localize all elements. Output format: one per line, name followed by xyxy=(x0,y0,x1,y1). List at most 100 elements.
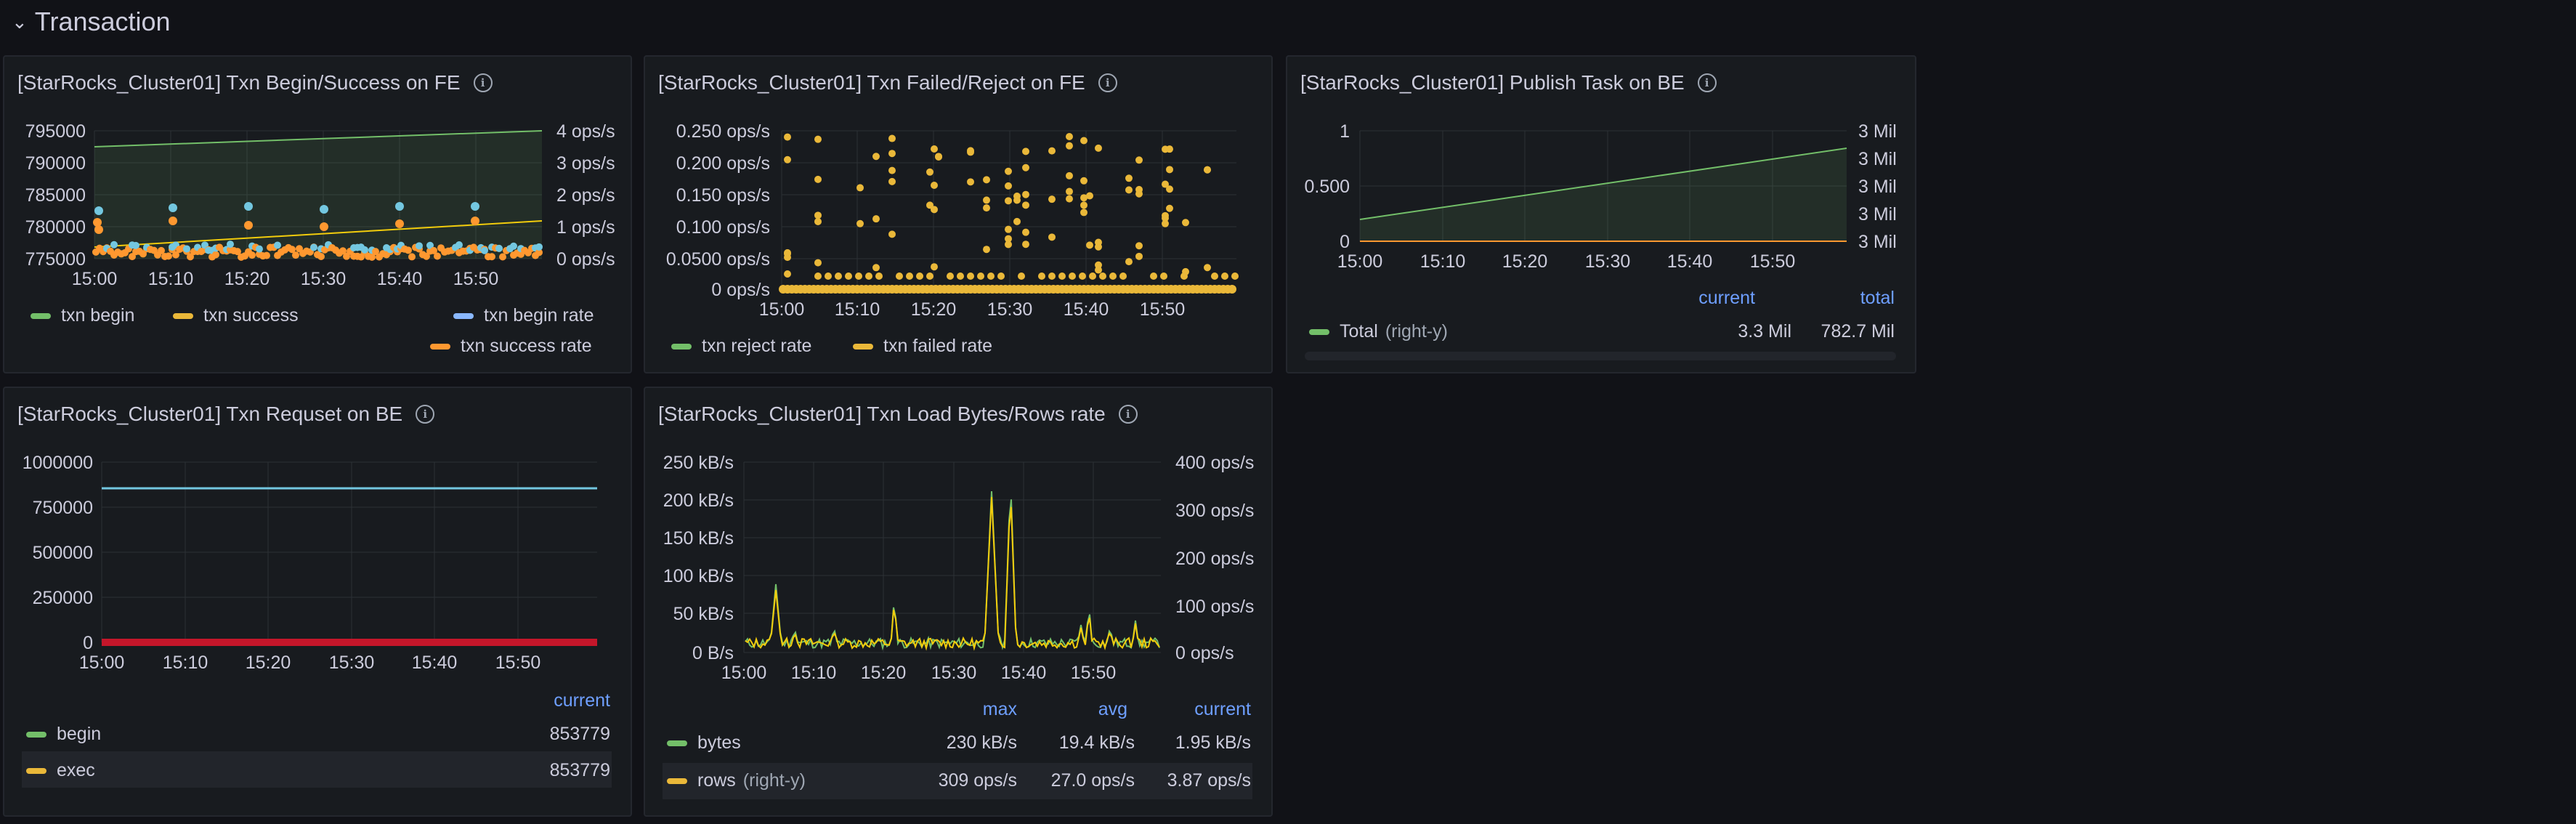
txn-failed-rate-point xyxy=(1125,186,1133,194)
txn-success-rate-point xyxy=(408,253,416,261)
txn-failed-rate-point xyxy=(967,178,974,186)
swatch xyxy=(26,767,46,774)
txn-failed-rate-point xyxy=(888,134,896,142)
info-icon[interactable]: i xyxy=(1697,73,1717,92)
txn-failed-rate-point xyxy=(931,263,938,271)
txn-begin-rate-point xyxy=(361,246,368,254)
column-header-current[interactable]: current xyxy=(1698,288,1755,308)
legend-bytes[interactable]: bytes xyxy=(667,732,741,754)
txn-begin-rate-point xyxy=(320,205,328,214)
y-tick: 0.0500 ops/s xyxy=(666,249,770,270)
txn-failed-rate-point xyxy=(987,272,995,280)
txn-failed-rate-point xyxy=(784,270,791,278)
txn-begin-rate-point xyxy=(227,241,234,249)
column-header-avg[interactable]: avg xyxy=(1098,699,1127,719)
txn-begin-rate-point xyxy=(481,246,488,254)
legend-row-bg xyxy=(663,763,1252,799)
panel-txn-load-bytes-rows[interactable]: [StarRocks_Cluster01] Txn Load Bytes/Row… xyxy=(644,387,1273,817)
panel-title[interactable]: [StarRocks_Cluster01] Txn Begin/Success … xyxy=(17,70,493,96)
chart-txn-begin-success: 795000 790000 785000 780000 775000 4 ops… xyxy=(25,121,615,289)
scrollbar-track[interactable] xyxy=(1305,352,1896,360)
txn-failed-rate-point xyxy=(1022,190,1029,198)
panel-title-text: [StarRocks_Cluster01] Txn Load Bytes/Row… xyxy=(658,403,1106,425)
legend-label: txn failed rate xyxy=(883,336,993,356)
info-icon[interactable]: i xyxy=(1118,405,1138,424)
txn-failed-rate-point xyxy=(872,153,880,161)
y-tick: 780000 xyxy=(25,217,86,238)
txn-failed-rate-point xyxy=(1048,147,1056,155)
txn-failed-rate-point xyxy=(1005,197,1012,205)
txn-failed-rate-point xyxy=(1135,252,1143,260)
txn-success-rate-point xyxy=(339,247,347,255)
txn-failed-rate-point xyxy=(1162,219,1169,227)
column-header-max[interactable]: max xyxy=(982,699,1017,719)
txn-success-rate-point xyxy=(471,217,479,225)
panel-txn-request[interactable]: [StarRocks_Cluster01] Txn Requset on BE … xyxy=(3,387,632,817)
txn-failed-rate-point xyxy=(1089,272,1096,280)
legend-txn-success-rate[interactable]: txn success rate xyxy=(430,336,592,357)
panel-txn-failed-reject[interactable]: [StarRocks_Cluster01] Txn Failed/Reject … xyxy=(644,55,1273,373)
panel-title[interactable]: [StarRocks_Cluster01] Txn Load Bytes/Row… xyxy=(658,401,1138,427)
x-tick: 15:20 xyxy=(861,663,907,683)
panel-publish-task[interactable]: [StarRocks_Cluster01] Publish Task on BE… xyxy=(1286,55,1916,373)
legend-label: txn begin rate xyxy=(484,305,594,326)
info-icon[interactable]: i xyxy=(473,73,493,92)
info-icon[interactable]: i xyxy=(1098,73,1117,92)
txn-failed-rate-point xyxy=(888,230,896,238)
legend-begin[interactable]: begin xyxy=(26,724,101,745)
x-tick: 15:10 xyxy=(163,653,208,673)
y-right-tick: 3 Mil xyxy=(1858,121,1897,142)
txn-begin-rate-point xyxy=(244,202,253,211)
legend-label: txn reject rate xyxy=(702,336,812,356)
txn-begin-rate-point xyxy=(274,241,281,249)
txn-success-rate-point xyxy=(94,225,103,234)
txn-success-rate-point xyxy=(93,218,102,227)
chart-publish-task: 1 0.500 0 3 Mil 3 Mil 3 Mil 3 Mil 3 Mil … xyxy=(1304,121,1897,272)
legend-txn-begin[interactable]: txn begin xyxy=(31,305,134,326)
x-tick: 15:20 xyxy=(1502,251,1548,272)
x-tick: 15:30 xyxy=(329,653,375,673)
legend-txn-success[interactable]: txn success xyxy=(173,305,299,326)
txn-failed-rate-point xyxy=(835,272,842,280)
y-tick: 250000 xyxy=(33,588,93,608)
y-right-tick: 3 Mil xyxy=(1858,232,1897,252)
txn-failed-rate-point xyxy=(935,153,942,161)
legend-txn-failed-rate[interactable]: txn failed rate xyxy=(853,336,992,357)
txn-failed-rate-point xyxy=(931,182,938,190)
txn-begin-rate-point xyxy=(310,243,317,251)
legend-txn-begin-rate[interactable]: txn begin rate xyxy=(453,305,594,326)
value-current: 3.87 ops/s xyxy=(1167,770,1251,791)
txn-begin-rate-point xyxy=(94,206,103,215)
txn-failed-rate-point xyxy=(814,211,822,219)
legend-rows[interactable]: rows (right-y) xyxy=(667,770,806,791)
txn-failed-rate-point xyxy=(1095,243,1102,251)
column-header-current[interactable]: current xyxy=(554,690,610,711)
txn-begin-rate-point xyxy=(471,202,479,211)
panel-txn-begin-success[interactable]: [StarRocks_Cluster01] Txn Begin/Success … xyxy=(3,55,632,373)
panel-title[interactable]: [StarRocks_Cluster01] Txn Requset on BE … xyxy=(17,401,435,427)
txn-failed-rate-point xyxy=(957,272,964,280)
column-header-total[interactable]: total xyxy=(1860,288,1895,308)
txn-success-rate-point xyxy=(430,246,437,254)
legend-txn-reject-rate[interactable]: txn reject rate xyxy=(671,336,811,357)
value-current: 3.3 Mil xyxy=(1738,321,1791,342)
panel-title[interactable]: [StarRocks_Cluster01] Publish Task on BE… xyxy=(1300,70,1717,96)
chart-txn-load-bytes-rows: 250 kB/s 200 kB/s 150 kB/s 100 kB/s 50 k… xyxy=(663,453,1255,683)
txn-failed-rate-point xyxy=(1022,163,1029,171)
section-row-header[interactable]: ⌄ Transaction xyxy=(12,4,171,39)
txn-failed-rate-point xyxy=(1022,241,1029,249)
legend-total[interactable]: Total (right-y) xyxy=(1309,321,1448,342)
swatch xyxy=(453,312,474,319)
column-header-current[interactable]: current xyxy=(1194,699,1251,719)
panel-title[interactable]: [StarRocks_Cluster01] Txn Failed/Reject … xyxy=(658,70,1117,96)
x-tick: 15:00 xyxy=(79,653,125,673)
txn-failed-rate-point xyxy=(896,272,903,280)
y-tick: 200 kB/s xyxy=(663,490,734,511)
txn-failed-rate-point xyxy=(1066,171,1073,179)
txn-failed-rate-point xyxy=(784,250,791,258)
txn-failed-rate-point xyxy=(814,272,822,280)
legend-exec[interactable]: exec xyxy=(26,760,95,781)
txn-failed-rate-point xyxy=(1211,272,1218,280)
info-icon[interactable]: i xyxy=(416,405,435,424)
txn-failed-rate-point xyxy=(1228,285,1236,294)
